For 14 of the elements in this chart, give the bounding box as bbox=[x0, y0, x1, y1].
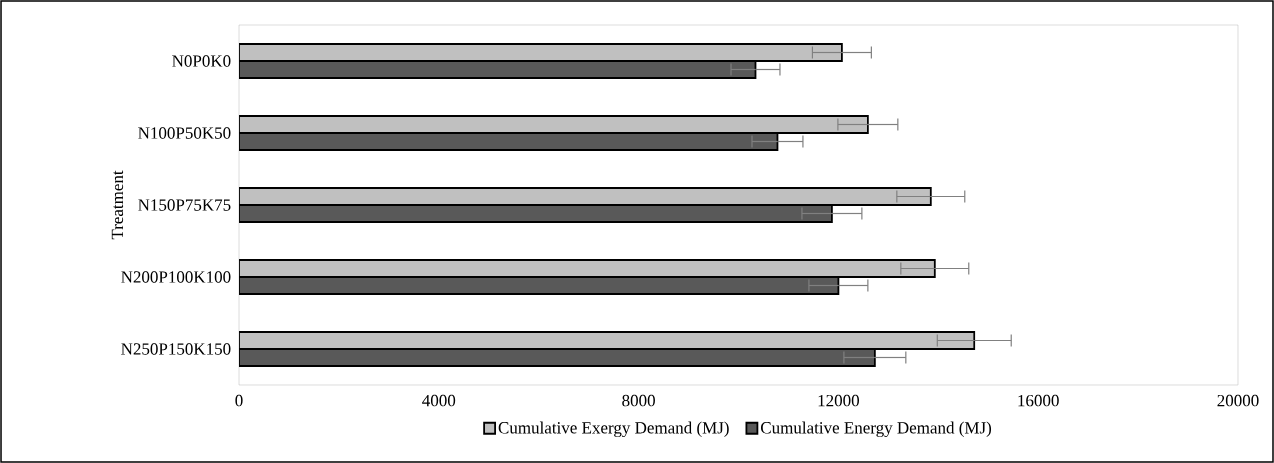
y-tick-label: N250P150K150 bbox=[121, 343, 231, 355]
legend-label: Cumulative Energy Demand (MJ) bbox=[760, 421, 992, 438]
x-tick-label: 20000 bbox=[1217, 394, 1259, 407]
legend-label: Cumulative Exergy Demand (MJ) bbox=[498, 421, 729, 438]
x-tick-label: 12000 bbox=[818, 394, 860, 407]
y-tick-label: N150P75K75 bbox=[138, 199, 231, 211]
y-axis-title: Treatment bbox=[111, 170, 124, 240]
x-tick-label: 16000 bbox=[1018, 394, 1059, 407]
x-tick-label: 8000 bbox=[622, 394, 655, 407]
x-tick-label: 0 bbox=[235, 394, 243, 407]
y-tick-label: N0P0K0 bbox=[172, 55, 231, 67]
y-tick-label: N200P100K100 bbox=[121, 271, 231, 283]
y-tick-label: N100P50K50 bbox=[138, 127, 231, 139]
x-tick-label: 4000 bbox=[422, 394, 456, 407]
